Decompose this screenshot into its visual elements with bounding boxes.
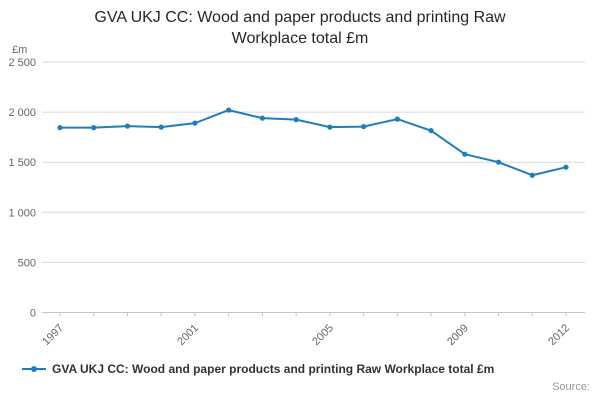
svg-text:2 000: 2 000 bbox=[8, 107, 36, 119]
svg-text:2009: 2009 bbox=[445, 322, 471, 348]
legend-marker-dot-icon bbox=[31, 366, 37, 372]
svg-text:2012: 2012 bbox=[546, 322, 572, 348]
chart-title: GVA UKJ CC: Wood and paper products and … bbox=[94, 9, 506, 47]
legend-label: GVA UKJ CC: Wood and paper products and … bbox=[52, 362, 495, 376]
svg-text:0: 0 bbox=[30, 308, 36, 320]
svg-text:2005: 2005 bbox=[310, 322, 336, 348]
svg-text:2 500: 2 500 bbox=[8, 57, 36, 69]
legend-line-marker-icon bbox=[22, 366, 46, 372]
svg-text:1997: 1997 bbox=[40, 322, 66, 348]
y-axis-unit-label: £m bbox=[12, 44, 28, 56]
svg-text:1 500: 1 500 bbox=[8, 157, 36, 169]
source-label: Source: bbox=[552, 381, 590, 393]
line-chart-plot-area[interactable]: 0 500 1 000 1 500 2 000 2 500 1997 2001 2005 2009… bbox=[0, 56, 600, 356]
svg-text:1 000: 1 000 bbox=[8, 207, 36, 219]
svg-text:500: 500 bbox=[18, 257, 36, 269]
svg-text:2001: 2001 bbox=[175, 322, 201, 348]
legend-item[interactable]: GVA UKJ CC: Wood and paper products and … bbox=[22, 362, 494, 376]
